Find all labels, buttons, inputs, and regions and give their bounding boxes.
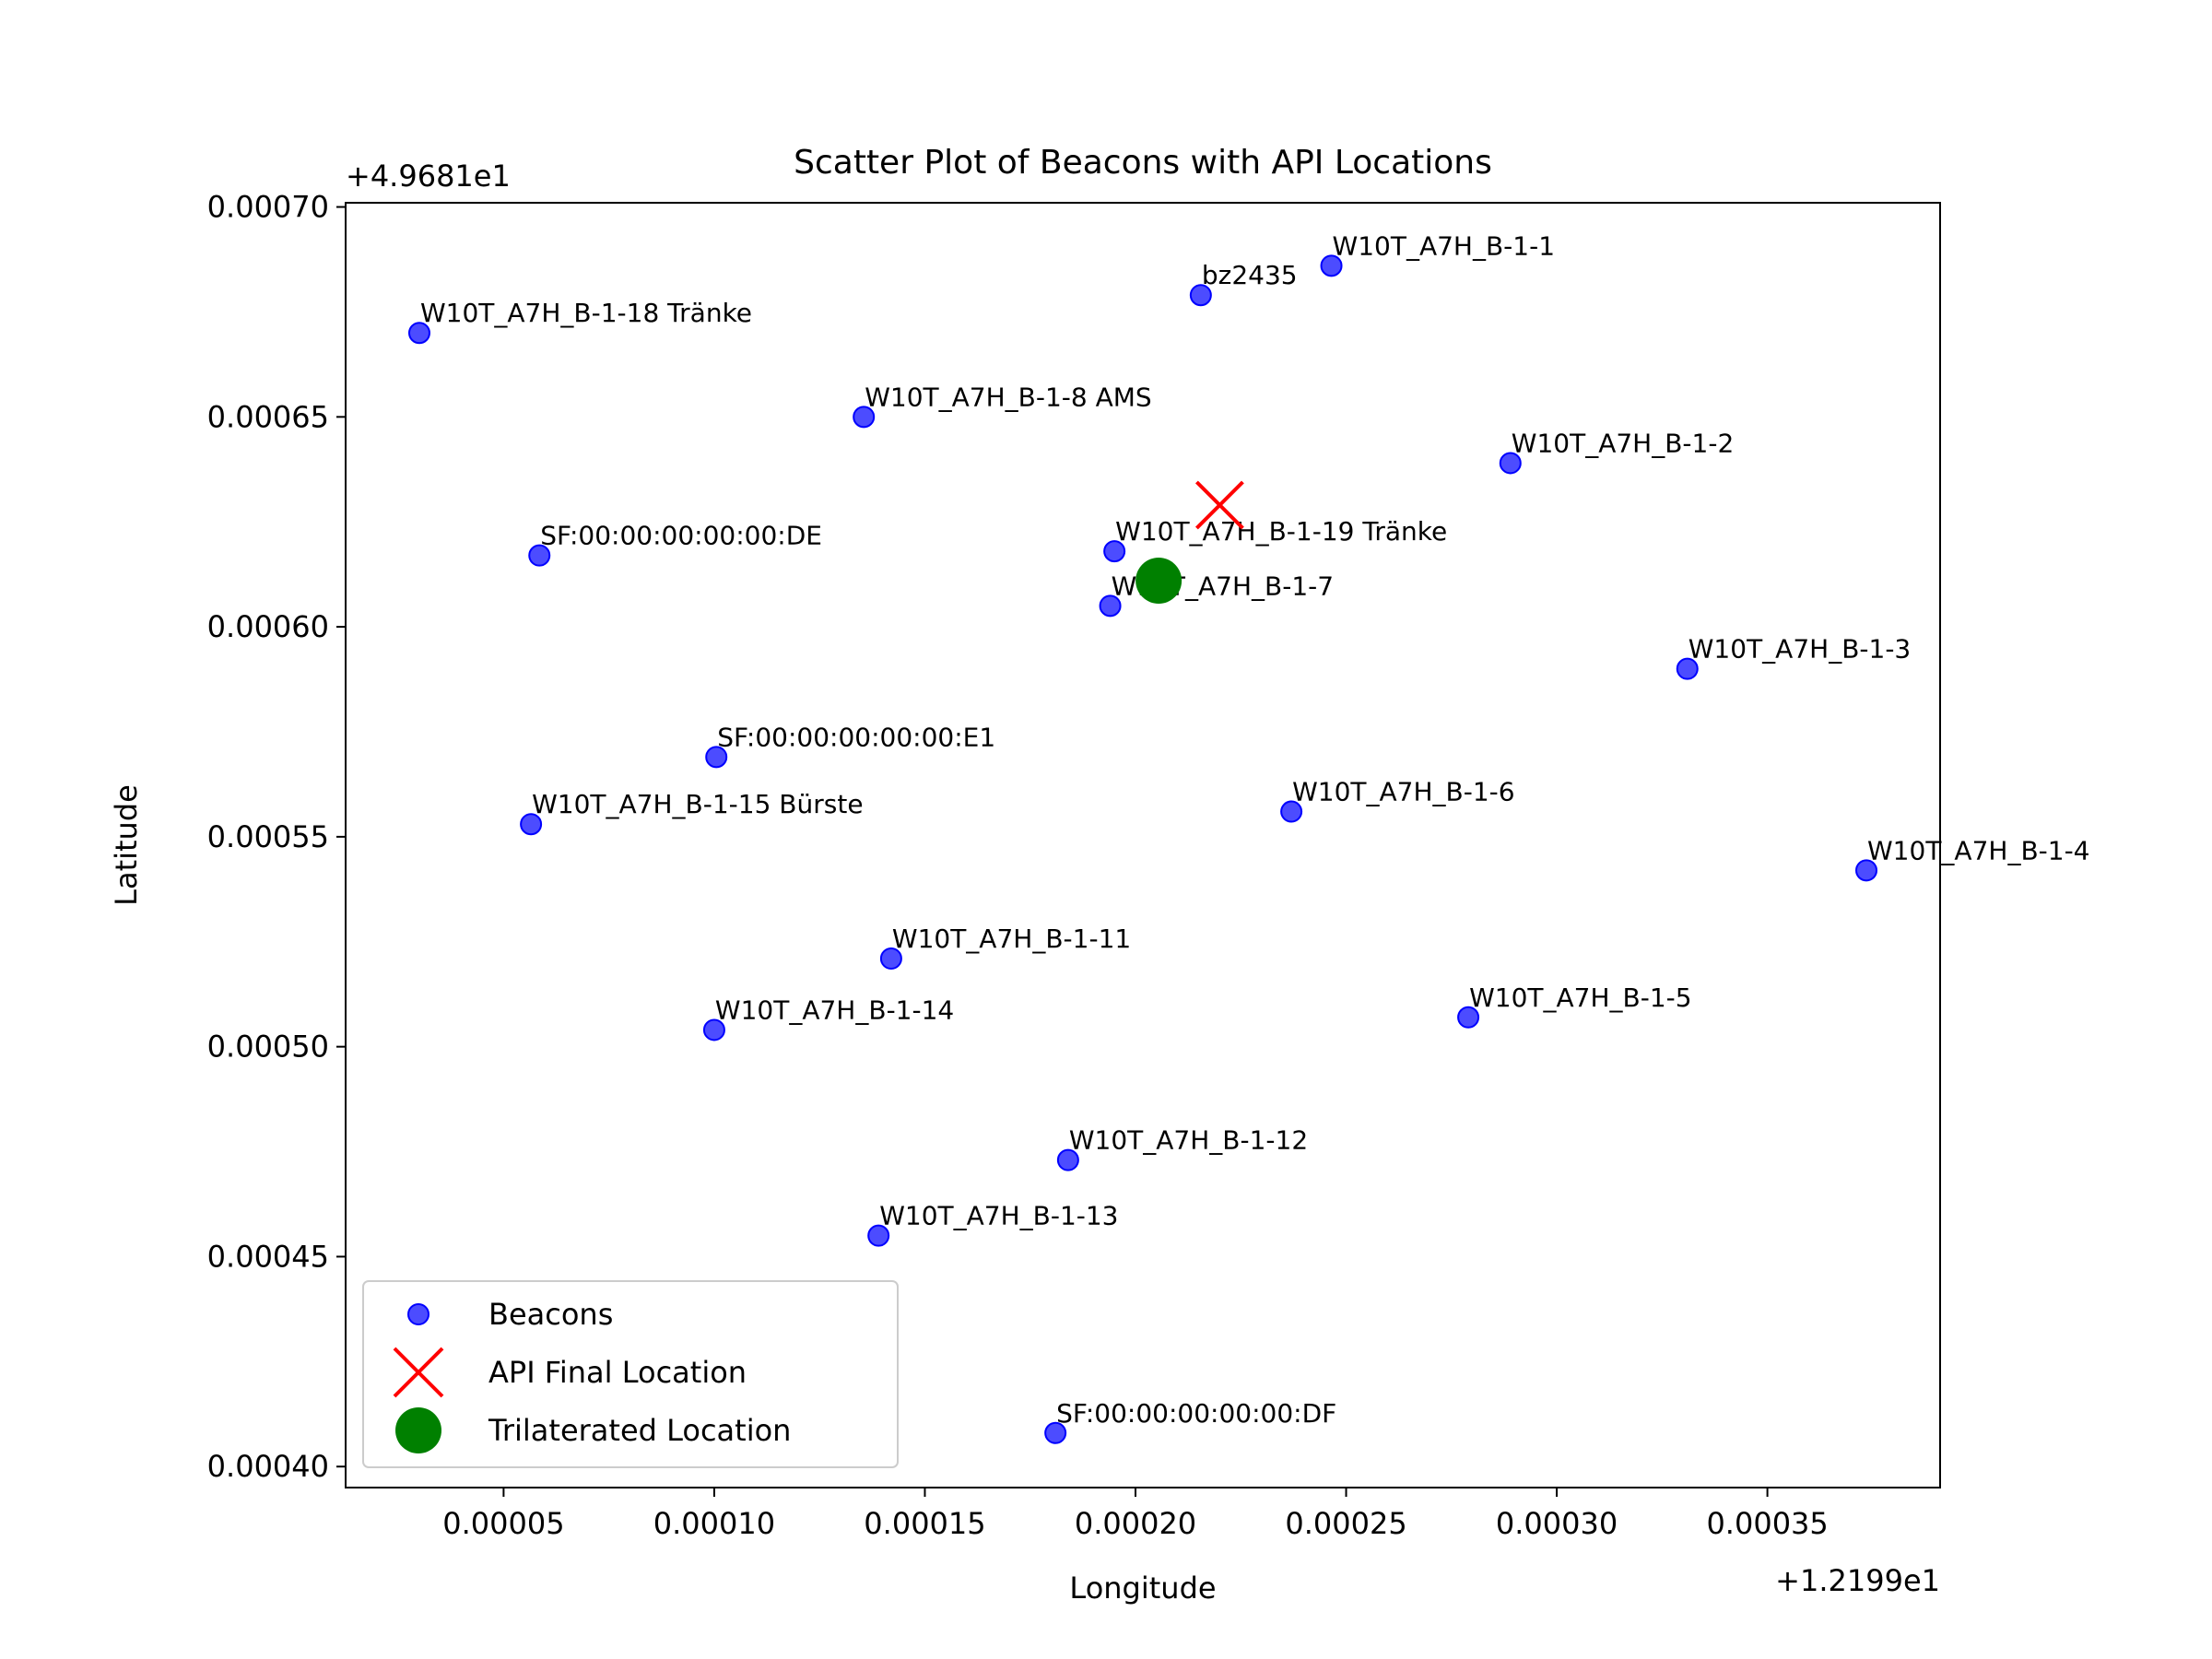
beacon-label: W10T_A7H_B-1-6 — [1292, 777, 1515, 807]
y-tick-label: 0.00060 — [207, 609, 329, 644]
x-tick-label: 0.00030 — [1496, 1506, 1618, 1541]
x-tick-label: 0.00035 — [1706, 1506, 1828, 1541]
x-tick-label: 0.00010 — [653, 1506, 775, 1541]
beacon-label: SF:00:00:00:00:00:DF — [1056, 1398, 1336, 1429]
beacon-label: bz2435 — [1202, 260, 1298, 290]
chart-title: Scatter Plot of Beacons with API Locatio… — [794, 144, 1492, 182]
y-axis-ticks: 0.00040 0.00045 0.00050 0.00055 0.00060 0.000… — [207, 190, 346, 1484]
x-tick-label: 0.00020 — [1075, 1506, 1196, 1541]
plot-frame — [345, 202, 1941, 1488]
legend-trilaterated-label: Trilaterated Location — [488, 1413, 791, 1448]
beacon-point — [1676, 657, 1699, 680]
beacon-point — [1044, 1421, 1067, 1444]
beacon-point — [528, 544, 551, 567]
beacon-point — [702, 1018, 725, 1041]
beacon-label: W10T_A7H_B-1-11 — [892, 924, 1131, 954]
beacon-point — [1320, 254, 1343, 277]
y-axis-label: Latitude — [109, 784, 144, 906]
beacon-label: SF:00:00:00:00:00:DE — [540, 521, 822, 551]
y-tick-label: 0.00045 — [207, 1239, 329, 1274]
legend-beacon-marker — [407, 1303, 429, 1325]
beacon-point — [867, 1224, 890, 1247]
y-tick-label: 0.00065 — [207, 399, 329, 434]
chart-marks: W10T_A7H_B-1-1 bz2435 W10T_A7H_B-1-18 Trän… — [407, 230, 2090, 1444]
legend-box — [362, 1280, 899, 1468]
beacon-label: W10T_A7H_B-1-8 AMS — [865, 382, 1151, 412]
x-tick-label: 0.00025 — [1285, 1506, 1406, 1541]
beacon-point — [705, 746, 728, 769]
beacon-label: W10T_A7H_B-1-5 — [1469, 982, 1692, 1013]
y-offset-label: +4.9681e1 — [346, 159, 511, 194]
beacon-label: W10T_A7H_B-1-12 — [1069, 1125, 1308, 1156]
beacon-point — [1103, 540, 1126, 563]
legend-beacons-label: Beacons — [488, 1297, 613, 1332]
beacon-label: SF:00:00:00:00:00:E1 — [717, 722, 995, 752]
x-offset-label: +1.2199e1 — [1775, 1563, 1940, 1598]
beacon-point — [520, 813, 543, 836]
legend-api-marker — [393, 1347, 444, 1398]
x-axis-label: Longitude — [1069, 1571, 1216, 1606]
beacon-point — [407, 322, 430, 345]
beacon-point — [1855, 859, 1878, 882]
trilaterated-location-point — [1135, 558, 1182, 604]
beacon-point — [1499, 452, 1522, 475]
y-tick-label: 0.00050 — [207, 1030, 329, 1065]
beacon-point — [853, 406, 876, 429]
beacon-label: W10T_A7H_B-1-14 — [715, 994, 954, 1025]
beacon-label: W10T_A7H_B-1-18 Tränke — [420, 298, 752, 328]
y-tick-label: 0.00040 — [207, 1449, 329, 1484]
x-tick-label: 0.00005 — [442, 1506, 564, 1541]
beacon-point — [1280, 800, 1303, 823]
x-axis-ticks: 0.00005 0.00010 0.00015 0.00020 0.00025 0.000… — [442, 1488, 1829, 1541]
beacon-label: W10T_A7H_B-1-13 — [879, 1201, 1118, 1231]
api-final-location-point — [1195, 480, 1244, 530]
beacon-point — [1099, 594, 1122, 618]
y-tick-label: 0.00070 — [207, 190, 329, 225]
plot-area — [346, 203, 1940, 1488]
y-tick-label: 0.00055 — [207, 819, 329, 854]
beacon-point — [1189, 284, 1212, 307]
beacon-label: W10T_A7H_B-1-4 — [1867, 835, 2090, 865]
legend-api-label: API Final Location — [488, 1355, 747, 1390]
api-marker-stroke — [1195, 480, 1244, 530]
beacon-label: W10T_A7H_B-1-19 Tränke — [1115, 516, 1447, 547]
beacon-label: W10T_A7H_B-1-15 Bürste — [532, 789, 863, 819]
legend: Beacons API Final Location Trilaterated … — [362, 1280, 899, 1468]
beacon-label: W10T_A7H_B-1-3 — [1688, 634, 1912, 665]
beacon-point — [879, 947, 902, 970]
beacon-label: W10T_A7H_B-1-1 — [1333, 230, 1556, 261]
beacon-point — [1457, 1006, 1480, 1029]
beacon-point — [1056, 1148, 1079, 1171]
beacon-label: W10T_A7H_B-1-2 — [1512, 428, 1735, 458]
legend-trilaterated-marker — [395, 1407, 441, 1453]
x-tick-label: 0.00015 — [864, 1506, 985, 1541]
